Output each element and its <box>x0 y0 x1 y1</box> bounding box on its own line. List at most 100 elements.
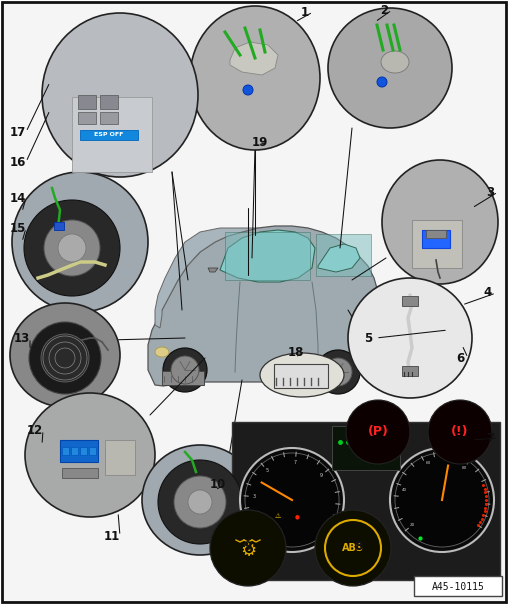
Text: 5: 5 <box>266 468 269 474</box>
Text: 12: 12 <box>27 423 43 437</box>
Text: (!): (!) <box>451 425 469 439</box>
Circle shape <box>58 234 86 262</box>
Circle shape <box>346 400 410 464</box>
Text: 3: 3 <box>486 185 494 199</box>
Bar <box>100 95 118 109</box>
Bar <box>422 230 450 248</box>
Bar <box>316 234 371 276</box>
Bar <box>414 576 502 596</box>
Circle shape <box>428 400 492 464</box>
Bar <box>62 468 98 478</box>
Text: 20: 20 <box>409 523 415 527</box>
Text: 4: 4 <box>484 286 492 300</box>
Text: ESP OFF: ESP OFF <box>94 132 123 138</box>
Text: 9: 9 <box>244 539 252 553</box>
Ellipse shape <box>42 13 198 177</box>
Text: 3: 3 <box>252 494 256 499</box>
Text: 2: 2 <box>380 4 388 16</box>
Bar <box>232 422 500 580</box>
Ellipse shape <box>25 393 155 517</box>
Ellipse shape <box>142 445 258 555</box>
Polygon shape <box>220 230 315 282</box>
Text: 60: 60 <box>426 461 431 465</box>
Text: 16: 16 <box>10 155 26 169</box>
Text: 1: 1 <box>301 5 309 19</box>
Text: 19: 19 <box>252 135 268 149</box>
Text: 8: 8 <box>354 539 362 553</box>
Text: 9: 9 <box>320 473 323 478</box>
Bar <box>78 112 96 124</box>
Circle shape <box>188 490 212 514</box>
Ellipse shape <box>190 6 320 150</box>
Circle shape <box>210 510 286 586</box>
Bar <box>162 371 204 385</box>
Text: 10: 10 <box>210 478 226 490</box>
Circle shape <box>174 476 226 528</box>
Circle shape <box>395 453 489 547</box>
Circle shape <box>29 322 101 394</box>
Text: 13: 13 <box>14 332 30 344</box>
Polygon shape <box>318 244 360 272</box>
Circle shape <box>390 448 494 552</box>
Bar <box>412 220 462 268</box>
Bar <box>426 230 446 238</box>
Circle shape <box>158 460 242 544</box>
Circle shape <box>315 510 391 586</box>
Text: 7: 7 <box>486 431 494 445</box>
Text: ⚠: ⚠ <box>275 513 281 519</box>
Circle shape <box>324 358 352 386</box>
Circle shape <box>24 200 120 296</box>
Polygon shape <box>208 268 218 272</box>
Polygon shape <box>155 228 258 328</box>
Polygon shape <box>230 42 278 75</box>
Circle shape <box>245 453 339 547</box>
Text: 11: 11 <box>104 530 120 542</box>
Ellipse shape <box>10 303 120 407</box>
Ellipse shape <box>382 160 498 284</box>
Text: 5: 5 <box>364 332 372 344</box>
Bar <box>62 447 69 455</box>
Text: ABS: ABS <box>342 543 364 553</box>
Text: 6: 6 <box>456 352 464 364</box>
Text: 17: 17 <box>10 126 26 138</box>
Circle shape <box>44 220 100 276</box>
Ellipse shape <box>348 278 472 398</box>
Circle shape <box>240 448 344 552</box>
Bar <box>60 440 98 462</box>
Text: 15: 15 <box>10 222 26 234</box>
Circle shape <box>377 77 387 87</box>
Bar <box>89 447 96 455</box>
Bar <box>54 222 64 230</box>
Text: (P): (P) <box>368 425 389 439</box>
Polygon shape <box>148 226 378 386</box>
Bar <box>72 97 152 172</box>
Text: A45-10115: A45-10115 <box>432 582 485 592</box>
Bar <box>80 130 138 140</box>
Text: 1: 1 <box>261 522 265 527</box>
Bar <box>402 366 418 376</box>
Bar <box>105 440 135 475</box>
Bar <box>274 364 328 388</box>
Circle shape <box>163 348 207 392</box>
Text: 18: 18 <box>288 347 304 359</box>
Circle shape <box>171 356 199 384</box>
Text: 80: 80 <box>462 466 467 470</box>
Ellipse shape <box>155 347 169 357</box>
Circle shape <box>41 334 89 382</box>
Bar <box>402 296 418 306</box>
Bar <box>80 447 87 455</box>
Bar <box>71 447 78 455</box>
Circle shape <box>316 350 360 394</box>
Text: 7: 7 <box>294 460 297 464</box>
Bar <box>100 112 118 124</box>
Ellipse shape <box>260 353 344 397</box>
Text: 14: 14 <box>10 191 26 205</box>
Ellipse shape <box>381 51 409 73</box>
Text: 40: 40 <box>402 488 407 492</box>
Bar <box>78 95 96 109</box>
Bar <box>332 426 400 470</box>
Ellipse shape <box>328 8 452 128</box>
Circle shape <box>243 85 253 95</box>
Text: ⚙: ⚙ <box>240 542 256 560</box>
Ellipse shape <box>12 172 148 312</box>
